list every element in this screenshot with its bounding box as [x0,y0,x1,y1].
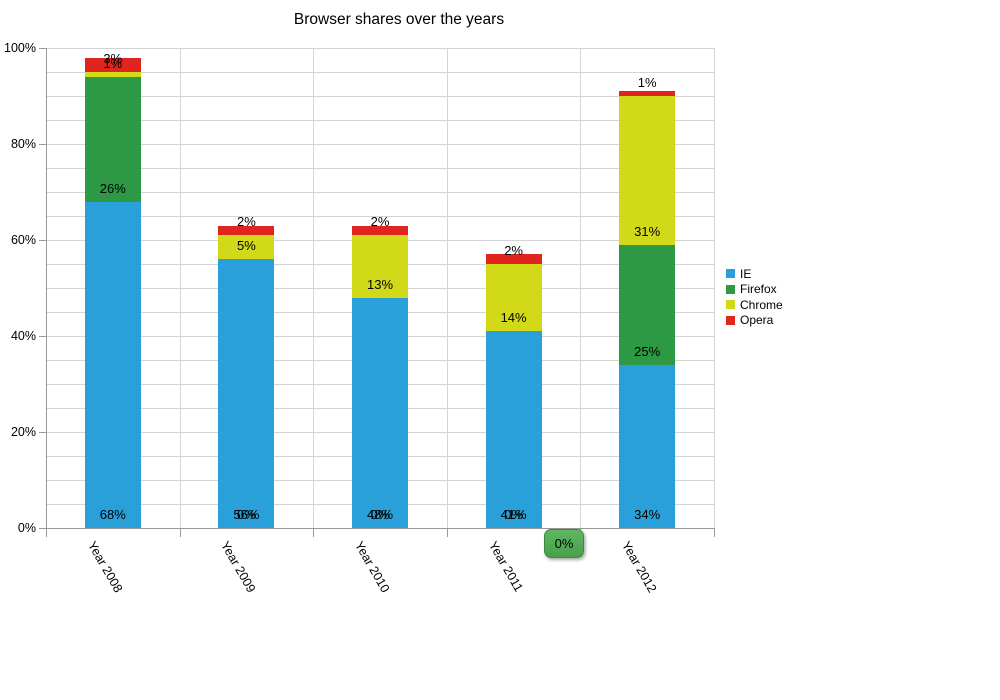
bar-value-label-firefox-year-2012: 25% [634,343,661,359]
y-axis-label: 80% [10,137,36,151]
bar-value-label-ie-year-2012: 34% [634,507,661,522]
x-axis-tick [714,528,715,537]
bar-segment-opera-year-2009[interactable] [218,225,275,236]
legend-item-firefox[interactable]: Firefox [726,282,783,298]
legend-swatch-opera [726,315,735,325]
y-axis-label: 40% [10,329,36,343]
bar-value-label-firefox-year-2008: 26% [99,180,126,196]
bar-value-label-opera-year-2008: 3% [103,51,123,66]
y-gridline [46,144,714,145]
bar-value-label-ie-year-2010: 48% [366,507,394,522]
y-axis-line [46,48,47,529]
y-gridline [46,48,714,49]
y-axis-tick [39,240,46,241]
x-axis-tick [446,528,448,537]
bar-value-label-firefox-year-2011: 0% [504,507,523,522]
x-axis-tick [179,528,181,537]
y-axis-label: 20% [10,425,36,439]
bar-segment-ie-year-2011[interactable] [485,331,542,528]
bar-segment-chrome-year-2012[interactable] [619,96,676,245]
legend-swatch-chrome [726,300,735,310]
bar-value-label-chrome-year-2008: 1% [103,55,123,71]
legend-label-ie: IE [740,266,752,281]
y-axis-tick [39,144,46,145]
legend-label-opera: Opera [740,313,774,328]
legend-item-ie[interactable]: IE [726,266,783,282]
x-axis-label-year-2009: Year 2009 [218,539,259,595]
x-axis-tick [313,528,315,537]
bar-value-label-opera-year-2009: 2% [236,214,256,230]
x-axis-label-year-2012: Year 2012 [619,539,660,595]
value-tooltip: 0% [544,529,584,558]
y-axis-tick [39,528,46,529]
bar-value-label-chrome-year-2010: 13% [366,276,394,292]
y-gridline [46,168,714,169]
tooltip-value: 0% [554,536,574,551]
y-gridline [46,72,714,73]
legend-swatch-firefox [726,284,735,294]
bar-value-label-chrome-year-2009: 5% [236,238,256,254]
bar-segment-firefox-year-2008[interactable] [84,76,141,202]
bar-value-label-chrome-year-2012: 31% [634,223,661,239]
legend-item-opera[interactable]: Opera [726,313,783,329]
x-axis-label-year-2010: Year 2010 [351,539,393,595]
bar-segment-opera-year-2011[interactable] [485,254,542,264]
y-gridline [46,96,714,97]
x-gridline [179,48,181,528]
y-axis-label: 0% [17,521,36,535]
x-gridline [580,48,582,528]
x-axis-tick [46,528,47,537]
bar-segment-opera-year-2008[interactable] [84,57,141,72]
bar-value-label-ie-year-2009: 56% [233,507,260,522]
legend-swatch-ie [726,269,735,279]
legend-label-chrome: Chrome [740,297,783,312]
chart-title: Browser shares over the years [293,11,505,28]
bar-segment-firefox-year-2012[interactable] [619,244,676,365]
bar-segment-ie-year-2008[interactable] [84,201,141,528]
x-gridline [313,48,315,528]
bar-segment-opera-year-2010[interactable] [352,225,408,236]
x-axis-line [46,528,715,529]
bar-segment-ie-year-2009[interactable] [218,259,275,528]
y-gridline [46,216,714,217]
x-axis-label-year-2011: Year 2011 [485,539,526,595]
x-gridline [446,48,448,528]
bar-value-label-firefox-year-2010: 0% [370,507,390,522]
legend-label-firefox: Firefox [740,282,777,297]
bar-segment-chrome-year-2008[interactable] [84,72,141,77]
bar-value-label-opera-year-2011: 2% [504,243,523,258]
y-axis-label: 100% [4,41,36,55]
y-gridline [46,120,714,121]
x-gridline [714,48,715,528]
bar-value-label-opera-year-2012: 1% [637,75,657,90]
bar-segment-chrome-year-2009[interactable] [218,235,275,260]
y-axis-tick [39,48,46,49]
x-axis-label-year-2008: Year 2008 [84,539,126,595]
y-gridline [46,192,714,193]
bar-segment-chrome-year-2010[interactable] [352,235,408,298]
bar-segment-chrome-year-2011[interactable] [485,264,542,332]
bar-segment-opera-year-2012[interactable] [619,91,676,96]
bar-value-label-ie-year-2011: 41% [500,507,527,522]
bar-value-label-ie-year-2008: 68% [99,507,126,522]
bar-segment-ie-year-2012[interactable] [619,364,676,528]
bar-value-label-firefox-year-2009: 0% [236,507,256,522]
y-axis-tick [39,336,46,337]
y-axis-tick [39,432,46,433]
legend: IE Firefox Chrome Opera [726,266,783,328]
y-axis-label: 60% [10,233,36,247]
bar-segment-ie-year-2010[interactable] [352,297,408,528]
legend-item-chrome[interactable]: Chrome [726,297,783,313]
bar-value-label-chrome-year-2011: 14% [500,310,527,326]
bar-value-label-opera-year-2010: 2% [370,214,390,230]
